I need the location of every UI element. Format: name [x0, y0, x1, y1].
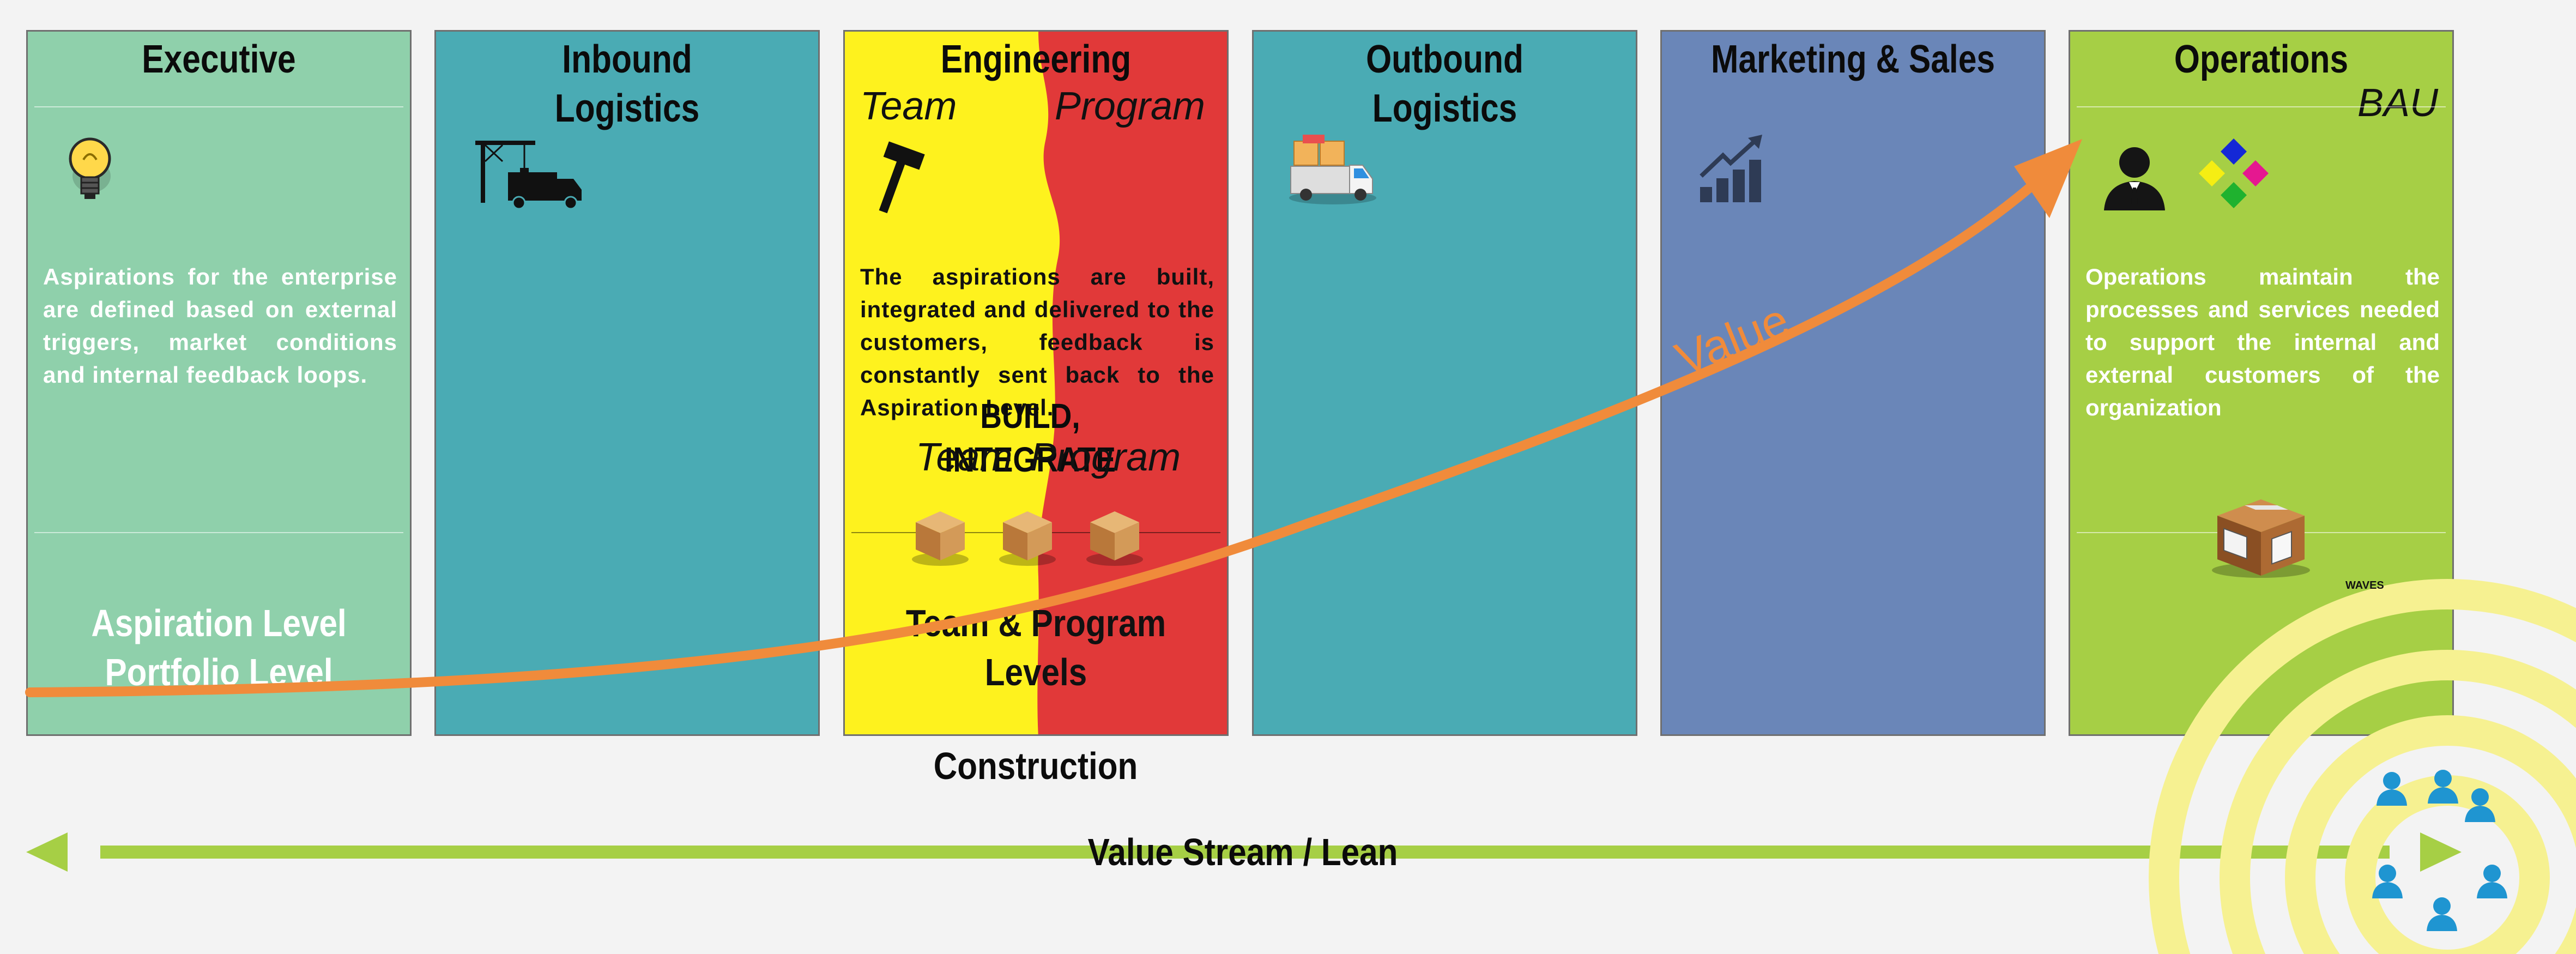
column-executive: Executive Aspirations for the enterprise…	[26, 30, 412, 736]
column-title-inbound-logistics: Inbound Logistics	[554, 38, 700, 130]
column-title-executive: Executive	[142, 38, 296, 81]
people-group-icon	[2372, 770, 2507, 931]
column-title-engineering: Engineering	[940, 38, 1132, 81]
value-stream-arrow	[26, 832, 2462, 872]
waves-label: WAVES	[2345, 579, 2384, 591]
column-outbound-logistics: Outbound Logistics	[1252, 30, 1637, 736]
team-label: Team	[860, 84, 957, 128]
executive-description: Aspirations for the enterprise are defin…	[43, 264, 397, 388]
construction-label: Construction	[933, 745, 1138, 787]
column-title-marketing-sales: Marketing & Sales	[1710, 38, 1995, 81]
value-stream-label: Value Stream / Lean	[1087, 831, 1398, 873]
build-integrate-label: BUILD, INTEGRATE	[945, 396, 1116, 479]
column-title-outbound-logistics: Outbound Logistics	[1366, 38, 1523, 130]
growth-chart-icon	[1696, 132, 1772, 212]
engineering-description: The aspirations are built, integrated an…	[860, 264, 1214, 420]
column-inbound-logistics: Inbound Logistics	[434, 30, 820, 736]
waves-graphic: WAVES	[2149, 579, 2576, 954]
package-box-icon	[2206, 488, 2315, 584]
crane-truck-icon	[470, 135, 595, 214]
lightbulb-icon	[62, 132, 127, 222]
delivery-truck-icon	[1286, 132, 1379, 212]
column-title-operations: Operations	[2174, 38, 2349, 81]
build-program-label: Program	[1030, 436, 1181, 479]
operations-description: Operations maintain the processes and se…	[2085, 264, 2440, 420]
divider	[34, 106, 403, 107]
divider	[34, 532, 403, 533]
divider	[2077, 106, 2446, 107]
businessman-icon	[2099, 141, 2175, 220]
column-operations: Operations BAU Operations maintain the p…	[2069, 30, 2454, 736]
column-engineering: Engineering Team Program The aspirations…	[843, 30, 1229, 736]
column-marketing-sales: Marketing & Sales	[1660, 30, 2046, 736]
hammer-icon	[867, 135, 927, 220]
build-team-label: Team	[916, 436, 1013, 479]
value-label: Value	[1668, 294, 1796, 386]
bau-label: BAU	[2357, 81, 2438, 125]
colored-diamonds-icon	[2190, 134, 2277, 224]
program-label: Program	[1054, 84, 1205, 128]
